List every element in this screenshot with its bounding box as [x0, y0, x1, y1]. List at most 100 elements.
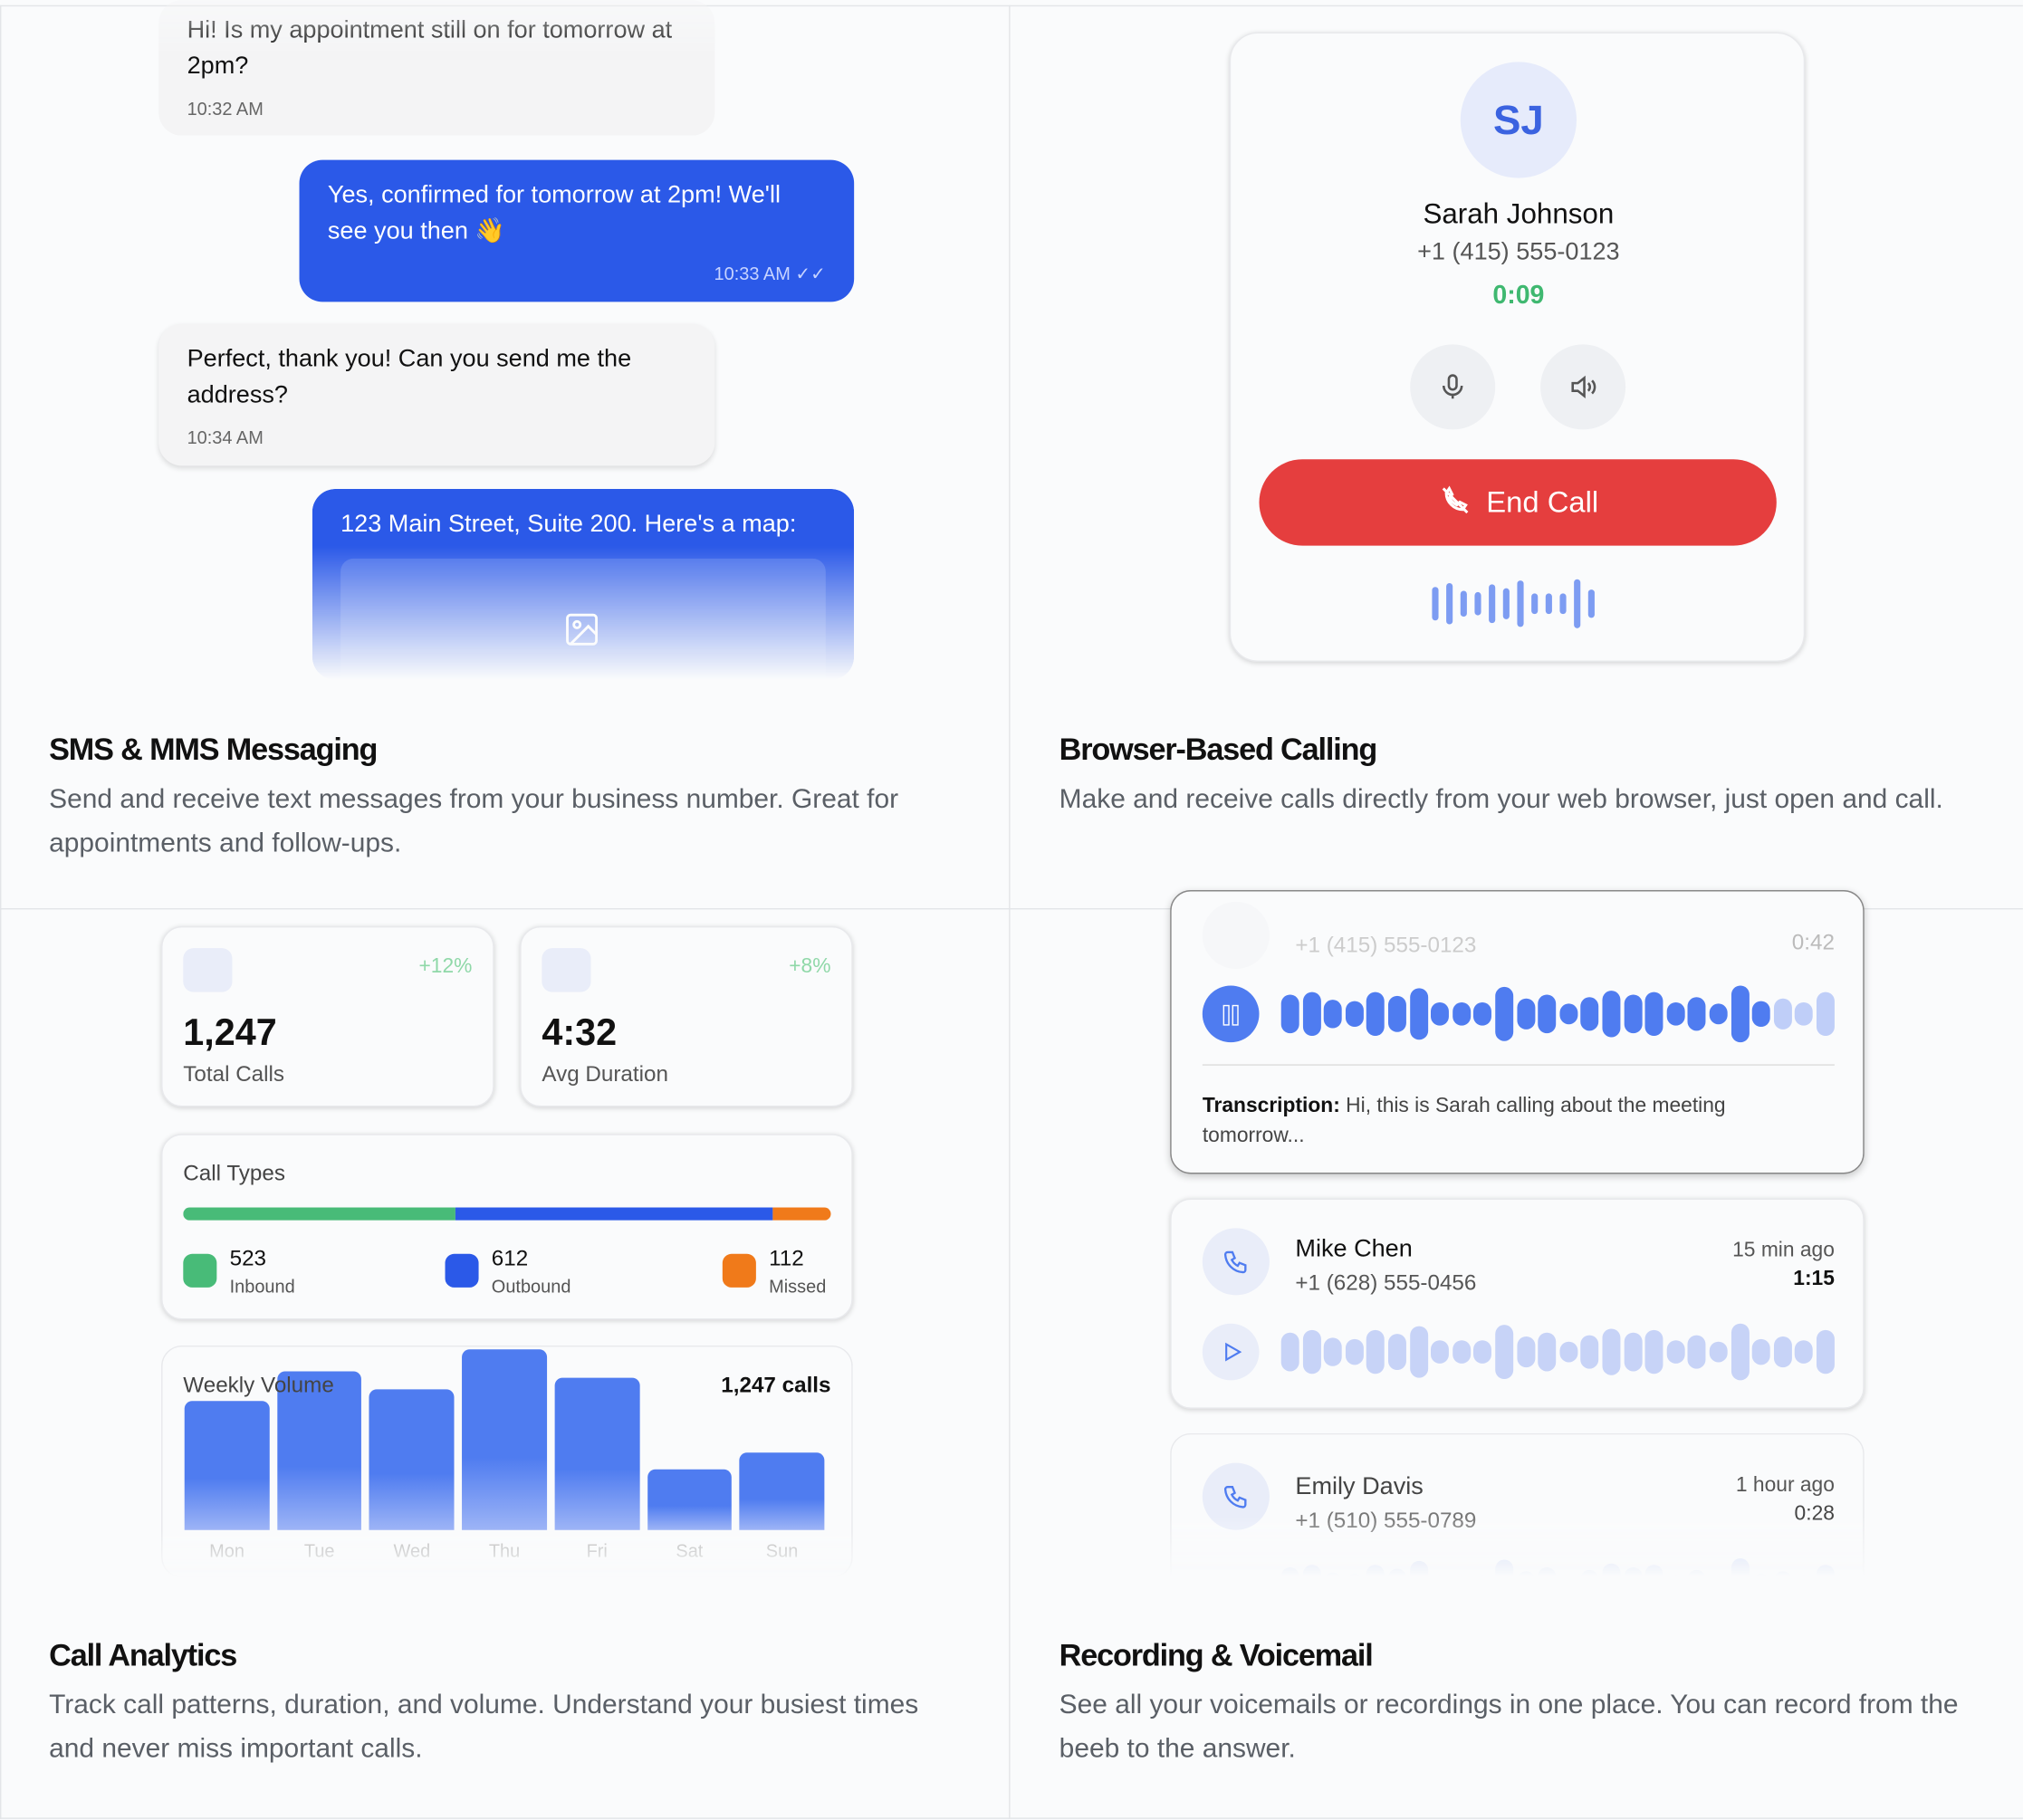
wave-bar	[1502, 588, 1510, 620]
card-title: SMS & MMS Messaging	[49, 733, 378, 768]
wave-bar	[1452, 1002, 1471, 1026]
recording-duration: 0:42	[1791, 930, 1835, 955]
recording-phone: +1 (510) 555-0789	[1295, 1508, 1477, 1533]
x-tick-label: Sun	[765, 1540, 799, 1561]
message-time: 10:33 AM	[714, 263, 791, 284]
wave-bar	[1580, 1335, 1599, 1369]
bar	[184, 1401, 270, 1530]
message-time: 10:34 AM	[187, 426, 264, 448]
legend-name: Missed	[769, 1276, 827, 1297]
wave-bar	[1474, 592, 1481, 616]
wave-bar	[1559, 593, 1567, 614]
wave-bar	[1602, 991, 1621, 1037]
wave-bar	[1324, 999, 1342, 1029]
end-call-button[interactable]: End Call	[1259, 459, 1777, 546]
weekly-total: 1,247 calls	[721, 1372, 831, 1397]
wave-bar	[1795, 1575, 1814, 1599]
stat-card: +8% 4:32 Avg Duration	[520, 925, 853, 1107]
recording-card: +1 (415) 555-0123 0:42 Transcription: Hi…	[1170, 890, 1865, 1174]
wave-bar	[1559, 1341, 1578, 1363]
recording-duration: 0:28	[1794, 1502, 1835, 1525]
wave-bar	[1574, 579, 1581, 629]
wave-bar	[1688, 1335, 1707, 1369]
wave-bar	[1495, 986, 1514, 1041]
divider	[1009, 5, 1011, 1819]
bar	[739, 1452, 825, 1530]
wave-bar	[1709, 1576, 1728, 1598]
legend-icon	[183, 1253, 217, 1288]
card-title: Recording & Voicemail	[1059, 1638, 1374, 1673]
wave-bar	[1280, 995, 1299, 1033]
x-tick-label: Fri	[586, 1540, 608, 1561]
stat-change: +8%	[789, 955, 831, 978]
wave-bar	[1387, 996, 1406, 1032]
card-description: Make and receive calls directly from you…	[1059, 784, 1943, 814]
wave-bar	[1280, 1567, 1299, 1606]
stat-value: 1,247	[183, 1012, 277, 1054]
legend-value: 112	[769, 1246, 804, 1271]
wave-bar	[1731, 985, 1750, 1043]
wave-bar	[1324, 1337, 1342, 1367]
stat-label: Total Calls	[183, 1061, 285, 1087]
wave-bar	[1709, 1002, 1728, 1025]
wave-bar	[1473, 1576, 1492, 1598]
waveform	[1432, 578, 1606, 629]
wave-bar	[1431, 1575, 1450, 1598]
wave-bar	[1752, 1338, 1770, 1365]
wave-bar	[1387, 1334, 1406, 1370]
wave-bar	[1624, 1566, 1643, 1607]
wave-bar	[1517, 580, 1524, 627]
wave-bar	[1795, 1001, 1814, 1027]
wave-bar	[1431, 1002, 1450, 1026]
wave-bar	[1602, 1564, 1621, 1610]
wave-bar	[1409, 1326, 1428, 1378]
bar	[647, 1469, 733, 1530]
wave-bar	[1460, 590, 1467, 618]
legend-item: 523 Inbound	[183, 1246, 312, 1303]
wave-bar	[1795, 1339, 1814, 1365]
wave-bar	[1473, 1002, 1492, 1025]
legend-value: 612	[491, 1246, 529, 1271]
pause-button[interactable]	[1202, 985, 1260, 1043]
stat-card: +12% 1,247 Total Calls	[161, 925, 494, 1107]
wave-bar	[1302, 1329, 1321, 1375]
card-title: Call Analytics	[49, 1638, 237, 1673]
message-bubble: Perfect, thank you! Can you send me the …	[158, 323, 715, 466]
bar-segment	[183, 1207, 455, 1221]
wave-bar	[1731, 1323, 1750, 1381]
card-description: Track call patterns, duration, and volum…	[49, 1690, 919, 1764]
x-tick-label: Tue	[303, 1540, 335, 1561]
wave-bar	[1666, 1576, 1685, 1598]
wave-bar	[1302, 991, 1321, 1037]
wave-bar	[1495, 1559, 1514, 1614]
legend-item: 612 Outbound	[445, 1246, 574, 1303]
stat-change: +12%	[418, 955, 473, 978]
wave-bar	[1345, 1001, 1364, 1027]
recording-time: 1 hour ago	[1735, 1474, 1835, 1497]
wave-bar	[1432, 586, 1439, 621]
wave-bar	[1624, 993, 1643, 1034]
wave-bar	[1516, 998, 1535, 1030]
wave-bar	[1580, 997, 1599, 1031]
bar	[276, 1371, 362, 1530]
wave-bar	[1345, 1339, 1364, 1365]
waveform	[1280, 985, 1836, 1043]
wave-bar	[1644, 1329, 1663, 1375]
wave-bar	[1816, 991, 1835, 1036]
wave-bar	[1538, 1566, 1557, 1607]
speaker-button[interactable]	[1540, 344, 1626, 430]
wave-bar	[1452, 1340, 1471, 1364]
wave-bar	[1731, 1558, 1750, 1615]
mute-button[interactable]	[1410, 344, 1496, 430]
wave-bar	[1545, 593, 1552, 615]
play-button[interactable]	[1202, 1323, 1260, 1381]
wave-bar	[1752, 1001, 1770, 1028]
legend-icon	[445, 1253, 479, 1288]
weekly-card: Mon Tue Wed Thu Fri Sat Sun Weekly Volume 1,24…	[161, 1345, 853, 1578]
wave-bar	[1580, 1569, 1599, 1604]
divider	[0, 907, 2023, 910]
wave-bar	[1366, 992, 1385, 1036]
recording-name: Mike Chen	[1295, 1235, 1413, 1263]
caller-phone: +1 (415) 555-0123	[1417, 238, 1620, 266]
